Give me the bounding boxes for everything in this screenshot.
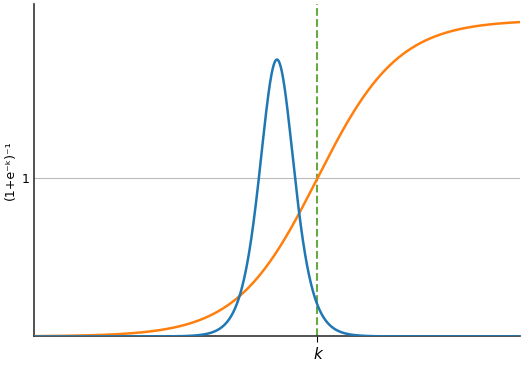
Y-axis label: (1+e⁻ᵏ)⁻¹: (1+e⁻ᵏ)⁻¹ (4, 141, 17, 200)
